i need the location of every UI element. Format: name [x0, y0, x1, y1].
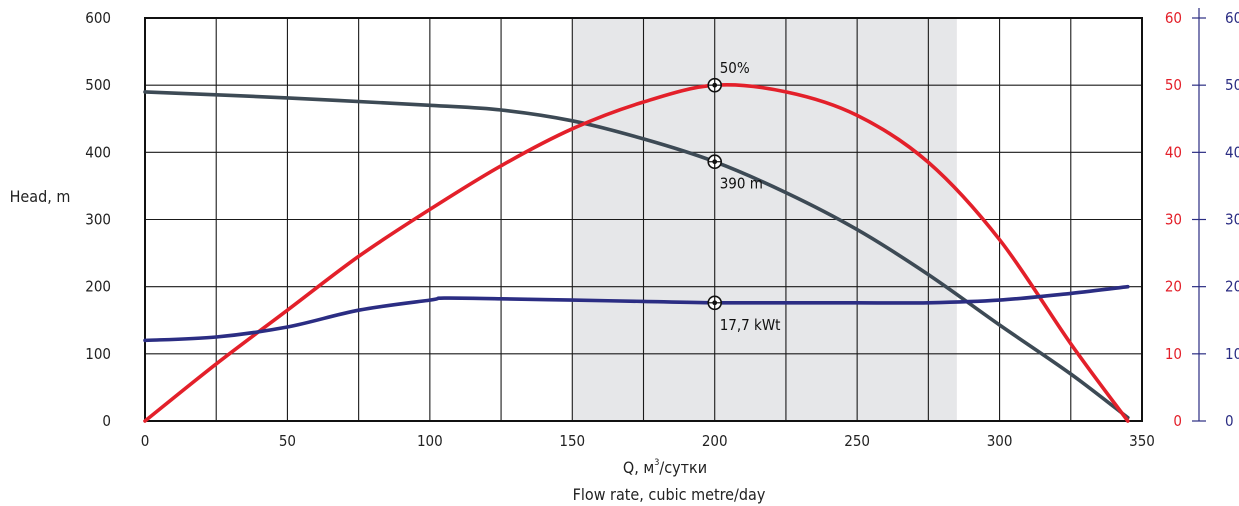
y-tick-label: 300: [85, 211, 111, 229]
y2-tick-label: 20: [1165, 278, 1182, 296]
plot-frame: [144, 17, 1143, 422]
x-axis-ticks: 0 50 100 150 200 250 300 350: [141, 432, 1155, 450]
y3-tick-label: 60: [1225, 9, 1239, 27]
x-tick-label: 350: [1129, 432, 1155, 450]
x-tick-label: 0: [141, 432, 150, 450]
x-axis-label: Q, м3/сутки: [623, 458, 707, 477]
duty-point-label: 390 m: [720, 175, 763, 193]
y3-tick-label: 0: [1225, 412, 1234, 430]
duty-point-markers: 50% 390 m 17,7 kWt: [707, 59, 781, 334]
y3-tick-label: 30: [1225, 211, 1239, 229]
y-tick-label: 100: [85, 345, 111, 363]
x-axis-label-secondary: Flow rate, cubic metre/day: [573, 485, 766, 504]
x-tick-label: 150: [559, 432, 585, 450]
y-tick-label: 200: [85, 278, 111, 296]
y2-tick-label: 30: [1165, 211, 1182, 229]
duty-point-label: 50%: [720, 59, 750, 77]
y3-tick-label: 40: [1225, 143, 1239, 161]
y-tick-label: 600: [85, 9, 111, 27]
y2-tick-label: 40: [1165, 143, 1182, 161]
x-tick-label: 200: [702, 432, 728, 450]
x-tick-label: 100: [417, 432, 443, 450]
x-tick-label: 250: [844, 432, 870, 450]
y3-tick-label: 50: [1225, 76, 1239, 94]
x-tick-label: 300: [987, 432, 1013, 450]
y-axis-ticks: 0 100 200 300 400 500 600: [85, 9, 111, 430]
y-tick-label: 400: [85, 143, 111, 161]
duty-point-dot: [712, 82, 718, 88]
y2-tick-label: 60: [1165, 9, 1182, 27]
y2-axis-ticks: 0 10 20 30 40 50 60: [1165, 9, 1182, 430]
power-curve: [143, 284, 1130, 343]
x-tick-label: 50: [279, 432, 296, 450]
y-tick-label: 0: [102, 412, 111, 430]
duty-point-dot: [712, 300, 718, 306]
y3-tick-label: 20: [1225, 278, 1239, 296]
duty-point-label: 17,7 kWt: [720, 316, 781, 334]
duty-point-dot: [712, 159, 718, 165]
y2-tick-label: 10: [1165, 345, 1182, 363]
y2-tick-label: 50: [1165, 76, 1182, 94]
efficiency-curve: [143, 82, 1130, 423]
grid: [144, 17, 1143, 422]
y3-axis-ticks: 0 10 20 30 40 50 60: [1192, 8, 1239, 430]
y-axis-label: Head, m: [10, 187, 71, 206]
y2-tick-label: 0: [1173, 412, 1182, 430]
y-tick-label: 500: [85, 76, 111, 94]
y3-tick-label: 10: [1225, 345, 1239, 363]
